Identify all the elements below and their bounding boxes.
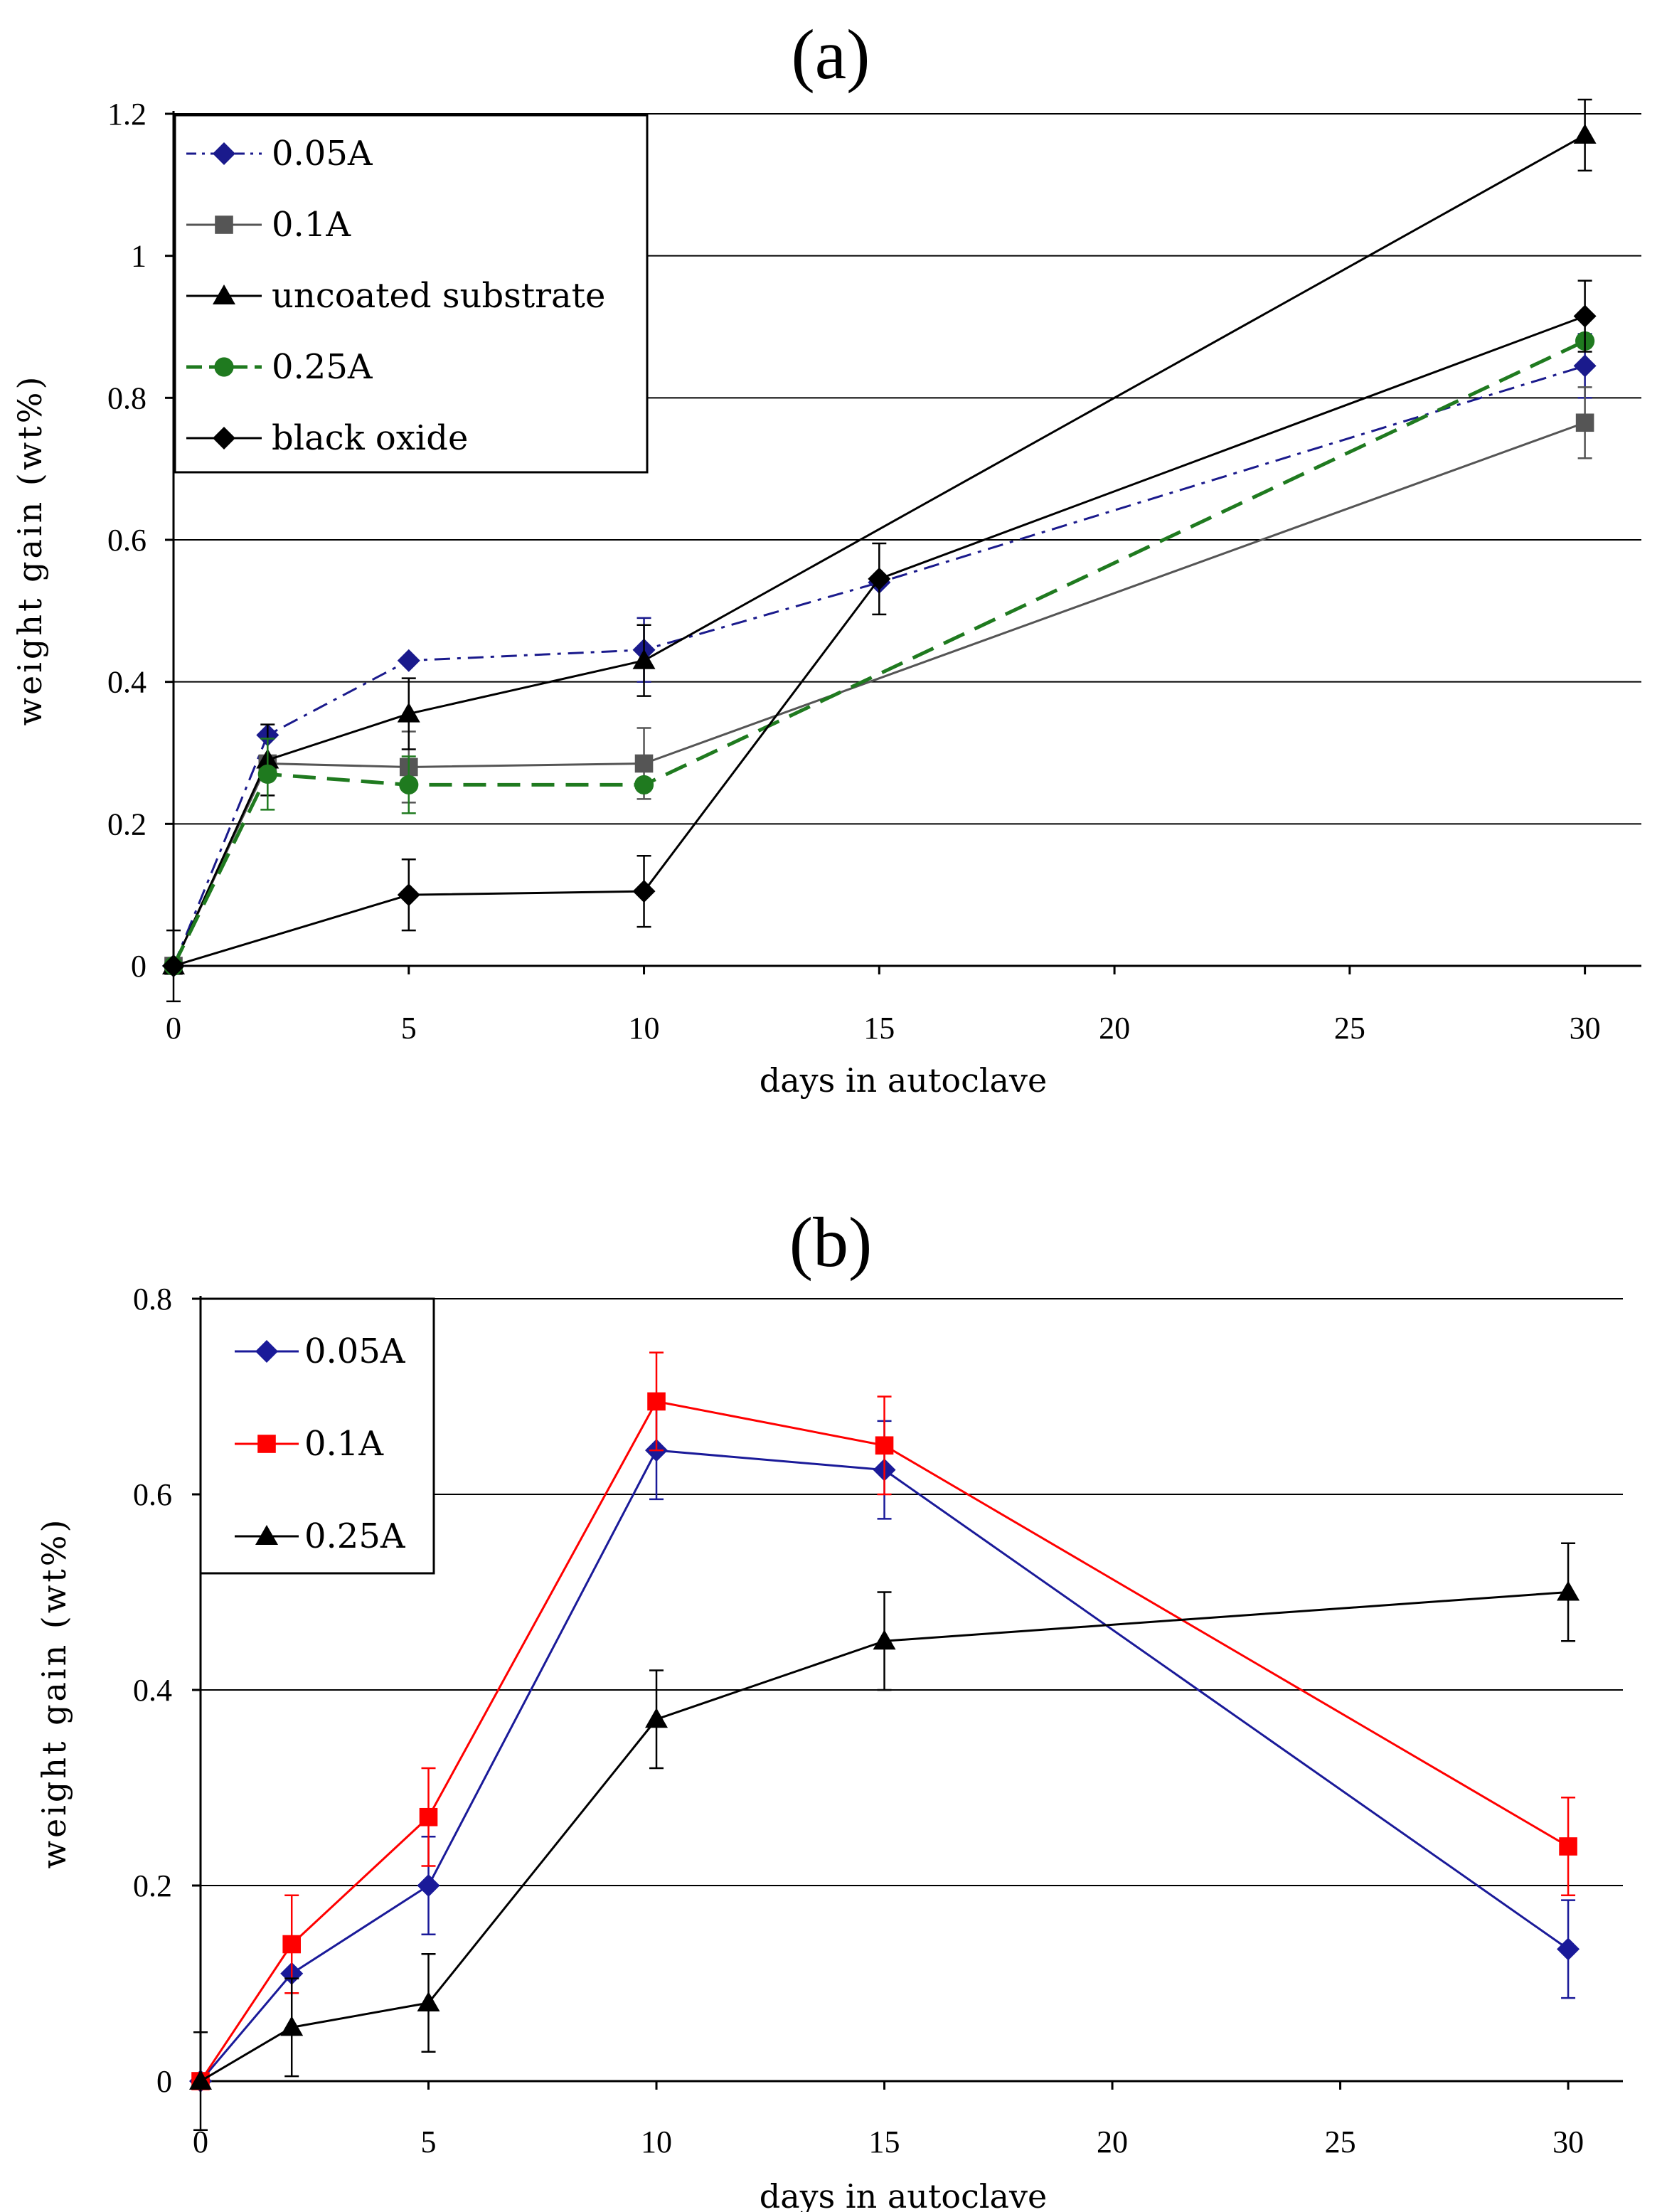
panel-a-legend-label: uncoated substrate [272, 276, 605, 316]
panel-b-x-tick-label: 25 [1325, 2125, 1356, 2159]
panel-a-series-0 [162, 333, 1597, 977]
panel-b-series-line [199, 1449, 1569, 2082]
panel-a-data-point [1573, 123, 1597, 144]
panel-b-data-point [873, 1629, 896, 1650]
panel-b-data-point [280, 2016, 304, 2036]
panel-a-plot: 0 0.2 0.4 0.6 0.8 1 1.2 0 5 10 15 20 25 30 0.05A 0.1A un… [107, 97, 1641, 1046]
panel-b-y-axis-label: weight gain (wt%) [35, 1517, 73, 1869]
panel-a-y-tick-label: 0.2 [107, 807, 147, 841]
panel-a-x-tick-label: 10 [629, 1011, 660, 1046]
panel-b-y-tick-label: 0.6 [133, 1477, 172, 1512]
panel-a-legend-marker [215, 216, 233, 234]
panel-a-legend-box [174, 114, 649, 474]
panel-a-data-point [397, 702, 420, 723]
panel-a-x-tick-label: 30 [1570, 1011, 1601, 1046]
panel-b-x-tick-label: 15 [869, 2125, 900, 2159]
panel-b-series-line [199, 1400, 1569, 2082]
panel-a-series-4 [162, 280, 1597, 977]
panel-b-data-point [417, 1874, 440, 1897]
panel-a-legend-label: black oxide [272, 418, 468, 458]
panel-b-plot: 0 0.2 0.4 0.6 0.8 0 5 10 15 20 25 30 0.05A 0.1A 0.25A [133, 1282, 1623, 2159]
panel-b-legend-marker [255, 1340, 278, 1363]
panel-a-legend: 0.05A 0.1A uncoated substrate 0.25A black ox… [174, 114, 649, 474]
panel-a-y-tick-label: 0.4 [107, 665, 147, 700]
panel-a-series-line [172, 364, 1586, 967]
panel-a-legend-marker [213, 427, 235, 450]
panel-a-x-axis-label: days in autoclave [760, 1061, 1047, 1100]
panel-b-series-line [200, 1591, 1569, 2083]
panel-a-data-point [1573, 304, 1597, 328]
panel-b-legend-label: 0.05A [304, 1331, 406, 1371]
panel-b-x-tick-label: 0 [193, 2125, 208, 2159]
panel-b-legend-label: 0.1A [304, 1424, 384, 1464]
panel-a-data-point [397, 649, 420, 672]
panel-b-title: (b) [789, 1203, 873, 1282]
panel-a-legend-marker [214, 357, 234, 377]
panel-a-x-tick-label: 5 [401, 1011, 417, 1046]
panel-b-legend-marker [257, 1435, 276, 1453]
panel-b-y-tick-label: 0.8 [133, 1282, 172, 1317]
panel-a-legend-marker [213, 142, 235, 165]
panel-a-x-tick-label: 20 [1099, 1011, 1130, 1046]
panel-a-y-tick-label: 1 [131, 239, 147, 274]
panel-a-data-point [634, 775, 654, 795]
panel-a: (a) days in autoclave weight gain (wt%) [11, 15, 1047, 1100]
panel-b-data-point [647, 1392, 666, 1411]
panel-a-legend-label: 0.1A [272, 205, 351, 245]
panel-a-data-point [868, 567, 891, 590]
panel-a-y-tick-label: 0.8 [107, 381, 147, 415]
panel-b-legend-marker [255, 1525, 278, 1545]
panel-b-gridlines [201, 1298, 1623, 1886]
panel-a-y-tick-label: 1.2 [107, 97, 147, 132]
panel-a-data-point [1573, 354, 1597, 378]
panel-b-data-point [1557, 1937, 1580, 1961]
panel-a-legend-label: 0.05A [272, 134, 373, 174]
panel-a-data-point [397, 883, 420, 907]
panel-b-y-tick-label: 0 [156, 2064, 172, 2099]
panel-a-data-point [257, 764, 277, 785]
panel-a-data-point [632, 880, 656, 903]
panel-a-legend-label: 0.25A [272, 347, 373, 387]
panel-b-data-point [1559, 1837, 1577, 1856]
panel-b-y-tick-label: 0.2 [133, 1868, 172, 1903]
panel-a-title: (a) [792, 15, 870, 94]
panel-b: (b) days in autoclave weight gain (wt%) [35, 1203, 1047, 2212]
panel-b-x-tick-label: 10 [641, 2125, 672, 2159]
panel-b-x-tick-label: 5 [421, 2125, 437, 2159]
panel-a-legend-marker [213, 285, 235, 304]
panel-b-legend: 0.05A 0.1A 0.25A [199, 1297, 435, 1575]
panel-b-series-2 [189, 1542, 1580, 2131]
panel-b-legend-box [199, 1297, 435, 1575]
panel-b-data-point [1557, 1580, 1580, 1601]
panel-a-data-point [632, 649, 656, 669]
panel-b-y-tick-label: 0.4 [133, 1673, 172, 1708]
panel-b-data-point [189, 2070, 212, 2090]
panel-a-x-tick-label: 15 [863, 1011, 895, 1046]
panel-b-data-point [417, 1992, 440, 2011]
panel-b-data-point [282, 1935, 302, 1954]
panel-a-x-tick-label: 0 [166, 1011, 181, 1046]
panel-a-x-tick-label: 25 [1334, 1011, 1365, 1046]
panel-b-x-tick-label: 20 [1097, 2125, 1128, 2159]
panel-b-x-axis-label: days in autoclave [760, 2177, 1047, 2212]
panel-b-data-point [645, 1708, 668, 1728]
panel-b-legend-label: 0.25A [304, 1516, 406, 1556]
panel-b-data-point [419, 1807, 438, 1827]
panel-a-data-point [634, 754, 654, 773]
panel-a-y-tick-label: 0 [131, 949, 147, 984]
panel-a-data-point [1575, 413, 1594, 432]
panel-a-data-point [399, 775, 419, 795]
panel-b-x-tick-label: 30 [1552, 2125, 1584, 2159]
panel-a-y-tick-label: 0.6 [107, 523, 147, 558]
panel-a-data-point [162, 955, 185, 977]
panel-a-y-axis-label: weight gain (wt%) [11, 374, 49, 726]
panel-b-data-point [875, 1436, 894, 1455]
